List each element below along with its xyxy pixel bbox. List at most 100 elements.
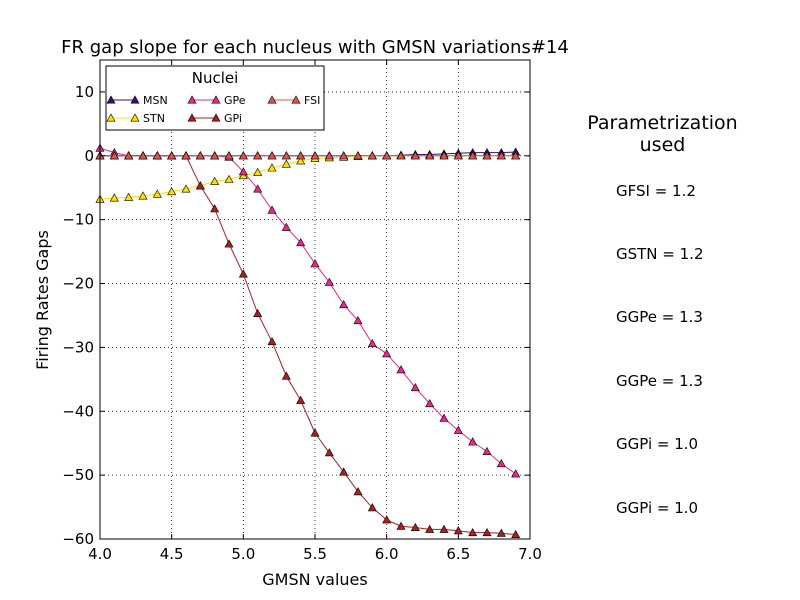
legend-marker-msn: [106, 95, 116, 104]
legend-label-stn: STN: [143, 112, 165, 125]
data-point-gpe: [310, 259, 320, 268]
data-point-gpi: [382, 515, 392, 524]
data-point-fsi: [396, 151, 406, 160]
data-point-stn: [152, 189, 162, 198]
data-point-gpe: [410, 383, 420, 392]
data-point-gpi: [281, 371, 291, 380]
legend-label-gpe: GPe: [224, 94, 246, 107]
data-point-gpe: [496, 459, 506, 468]
data-point-fsi: [310, 151, 320, 160]
x-tick-label: 6.5: [446, 545, 470, 563]
x-tick-label: 4.0: [88, 545, 112, 563]
data-point-fsi: [511, 151, 521, 160]
data-point-stn: [167, 186, 177, 196]
data-point-fsi: [210, 151, 220, 160]
data-point-stn: [124, 192, 134, 201]
legend-marker-msn: [130, 95, 140, 104]
parametrization-title: Parametrization used: [560, 112, 765, 156]
data-point-gpe: [253, 184, 263, 193]
y-tick-label: 10: [75, 83, 94, 101]
data-point-gpi: [496, 528, 506, 537]
legend-marker-gpi: [211, 113, 221, 122]
data-point-fsi: [339, 151, 349, 160]
data-point-fsi: [482, 151, 492, 160]
param-item-gstn: GSTN = 1.2: [616, 245, 704, 263]
param-item-gfsi: GFSI = 1.2: [616, 182, 696, 200]
data-point-fsi: [496, 151, 506, 160]
data-point-stn: [138, 191, 148, 200]
data-point-gpe: [296, 238, 306, 247]
data-point-gpi: [511, 529, 521, 539]
parametrization-panel: Parametrization used GFSI = 1.2 GSTN = 1…: [560, 112, 765, 517]
data-point-gpe: [353, 315, 363, 325]
x-tick-label: 5.5: [303, 545, 327, 563]
data-point-fsi: [109, 151, 119, 160]
series-fsi: [95, 151, 521, 160]
data-point-fsi: [439, 151, 449, 160]
legend-label-fsi: FSI: [304, 94, 320, 107]
grid: [100, 60, 530, 539]
data-point-gpe: [367, 338, 377, 348]
data-point-gpi: [425, 524, 435, 533]
data-point-fsi: [224, 151, 234, 160]
data-point-gpi: [224, 239, 234, 248]
data-point-gpe: [511, 469, 521, 478]
data-point-fsi: [238, 151, 248, 160]
data-point-gpi: [296, 395, 306, 404]
y-axis-label: Firing Rates Gaps: [33, 230, 52, 370]
data-point-gpi: [253, 308, 263, 318]
param-item-ggpi: GGPi = 1.0: [616, 435, 699, 453]
data-point-fsi: [453, 151, 463, 160]
data-point-gpi: [453, 526, 463, 535]
data-point-stn: [267, 163, 277, 172]
data-point-fsi: [138, 151, 148, 160]
data-point-gpi: [339, 467, 349, 476]
data-point-gpe: [425, 398, 435, 408]
legend-marker-stn: [106, 113, 116, 122]
legend-marker-stn: [130, 113, 140, 122]
series-stn: [95, 151, 521, 203]
y-tick-label: −10: [62, 211, 94, 229]
legend-marker-fsi: [291, 95, 301, 104]
data-point-gpe: [382, 349, 392, 358]
data-point-gpi: [439, 524, 449, 533]
data-point-fsi: [324, 151, 334, 160]
data-point-gpe: [281, 222, 291, 231]
x-tick-label: 7.0: [518, 545, 542, 563]
data-point-stn: [224, 174, 234, 183]
series-gpi: [95, 151, 521, 539]
data-point-gpi: [324, 448, 334, 457]
data-point-fsi: [468, 151, 478, 160]
data-point-fsi: [353, 151, 363, 160]
data-point-gpe: [396, 365, 406, 374]
legend: Nuclei MSN STN GPe GPi FSI: [105, 65, 325, 131]
data-point-stn: [210, 176, 220, 185]
legend-marker-fsi: [267, 95, 277, 104]
parametrization-title-line1: Parametrization: [587, 112, 738, 134]
data-point-stn: [296, 156, 306, 165]
data-point-fsi: [167, 151, 177, 160]
data-point-gpi: [195, 181, 205, 190]
data-point-gpe: [439, 413, 449, 422]
y-tick-label: −50: [62, 466, 94, 484]
series-line-stn: [99, 155, 516, 200]
data-point-stn: [253, 167, 263, 176]
plot-frame: [99, 59, 531, 540]
series-line-msn: [100, 151, 516, 157]
series-line-gpe: [99, 147, 516, 475]
chart-title: FR gap slope for each nucleus with GMSN …: [61, 37, 569, 58]
data-point-fsi: [124, 151, 134, 160]
data-point-gpi: [410, 522, 420, 532]
data-point-stn: [181, 184, 191, 193]
param-item-ggpe: GGPe = 1.3: [616, 308, 703, 326]
data-point-gpi: [367, 503, 377, 512]
y-tick-label: −40: [62, 402, 94, 420]
data-point-gpi: [482, 527, 492, 537]
y-tick-label: −30: [62, 338, 94, 356]
x-tick-label: 4.5: [160, 545, 184, 563]
data-point-gpe: [482, 446, 492, 456]
data-point-gpe: [453, 425, 463, 434]
legend-marker-gpi: [187, 113, 197, 122]
data-point-fsi: [152, 151, 162, 160]
y-tick-label: 0: [84, 147, 94, 165]
